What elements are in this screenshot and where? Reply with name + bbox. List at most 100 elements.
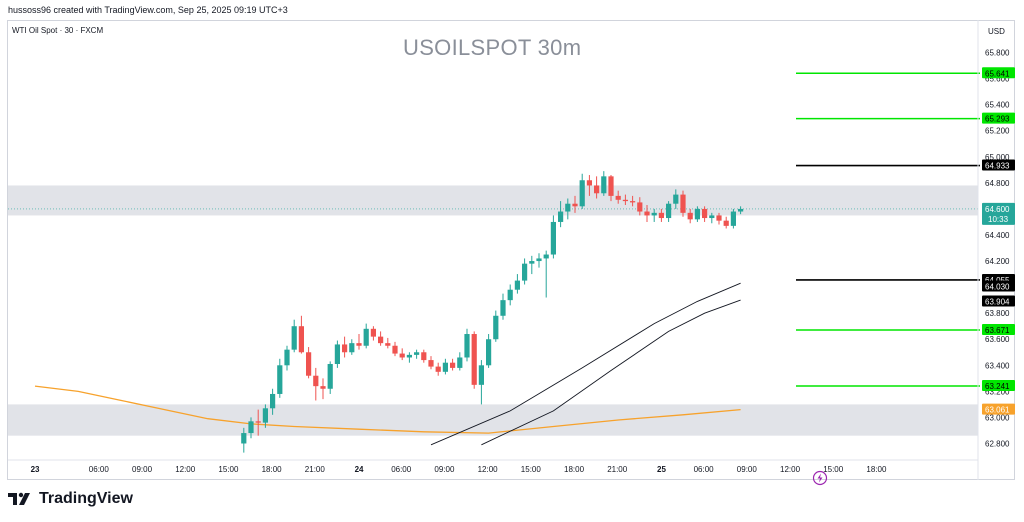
- candle-body[interactable]: [349, 343, 355, 353]
- candle-body[interactable]: [378, 336, 384, 344]
- tradingview-logo-icon: [8, 492, 30, 505]
- candle-body[interactable]: [478, 365, 484, 385]
- candle-body[interactable]: [284, 349, 290, 366]
- candle-body[interactable]: [313, 375, 319, 387]
- level-tag-bg: [982, 380, 1015, 392]
- y-tick-label: 63.600: [985, 335, 1010, 344]
- candle-body[interactable]: [370, 328, 376, 337]
- candle-body[interactable]: [673, 194, 679, 204]
- x-tick-label: 06:00: [89, 465, 110, 474]
- candle-body[interactable]: [730, 211, 736, 226]
- x-tick-label: 18:00: [564, 465, 585, 474]
- level-tag-bg: [982, 323, 1015, 335]
- candle-body[interactable]: [262, 408, 268, 423]
- candle-body[interactable]: [406, 354, 412, 358]
- candle-body[interactable]: [507, 289, 513, 301]
- header-credit: hussoss96 created with TradingView.com, …: [8, 5, 288, 15]
- x-tick-label: 18:00: [866, 465, 887, 474]
- x-tick-label: 09:00: [737, 465, 758, 474]
- x-tick-label: 15:00: [521, 465, 542, 474]
- x-tick-label: 09:00: [434, 465, 455, 474]
- ma-tag-bg: [982, 403, 1015, 415]
- candle-body[interactable]: [464, 334, 470, 358]
- trend-curve-0: [430, 282, 741, 446]
- candle-body[interactable]: [342, 344, 348, 353]
- candle-body[interactable]: [428, 360, 434, 367]
- candle-body[interactable]: [658, 212, 664, 219]
- candle-body[interactable]: [248, 421, 254, 434]
- candle-body[interactable]: [471, 334, 477, 385]
- candle-body[interactable]: [622, 199, 628, 202]
- candle-body[interactable]: [651, 212, 657, 216]
- candle-body[interactable]: [522, 263, 528, 281]
- candle-body[interactable]: [709, 215, 715, 219]
- candle-body[interactable]: [723, 220, 729, 226]
- level-tag-bg: [982, 112, 1015, 124]
- candle-body[interactable]: [363, 328, 369, 346]
- candle-body[interactable]: [241, 433, 247, 444]
- candle-body[interactable]: [716, 215, 722, 221]
- candle-body[interactable]: [558, 211, 564, 222]
- candle-body[interactable]: [435, 366, 441, 372]
- candle-body[interactable]: [442, 362, 448, 372]
- level-tag: 63.241: [985, 382, 1010, 391]
- candle-body[interactable]: [270, 393, 276, 409]
- candle-body[interactable]: [536, 258, 542, 262]
- candle-body[interactable]: [565, 203, 571, 212]
- symbol-label: WTI Oil Spot · 30 · FXCM: [12, 26, 104, 35]
- price-zone-0: [8, 185, 978, 216]
- candle-body[interactable]: [608, 176, 614, 196]
- candle-body[interactable]: [320, 386, 326, 389]
- candle-body[interactable]: [486, 339, 492, 366]
- candle-body[interactable]: [586, 180, 592, 186]
- candle-body[interactable]: [615, 195, 621, 200]
- candle-body[interactable]: [385, 343, 391, 346]
- candle-body[interactable]: [550, 221, 556, 255]
- candle-body[interactable]: [334, 344, 340, 364]
- candle-body[interactable]: [687, 212, 693, 220]
- candle-body[interactable]: [637, 202, 643, 212]
- y-tick-label: 62.800: [985, 439, 1010, 448]
- candle-body[interactable]: [702, 208, 708, 219]
- tradingview-logo[interactable]: TradingView: [8, 490, 133, 508]
- candle-body[interactable]: [356, 343, 362, 346]
- trend-curve-1: [481, 299, 741, 446]
- x-tick-label: 18:00: [262, 465, 283, 474]
- candle-body[interactable]: [457, 357, 463, 368]
- candle-body[interactable]: [529, 261, 535, 264]
- candle-body[interactable]: [738, 208, 744, 212]
- chart-title: USOILSPOT 30m: [403, 35, 582, 60]
- candle-body[interactable]: [493, 315, 499, 340]
- candle-body[interactable]: [666, 203, 672, 219]
- y-tick-label: 65.000: [985, 153, 1010, 162]
- candle-body[interactable]: [450, 362, 456, 368]
- candle-body[interactable]: [399, 353, 405, 358]
- curve-tag-bg: [982, 295, 1015, 307]
- candle-body[interactable]: [680, 194, 686, 213]
- candle-body[interactable]: [255, 421, 261, 423]
- candle-body[interactable]: [644, 211, 650, 216]
- x-tick-label: 21:00: [305, 465, 326, 474]
- candle-body[interactable]: [298, 326, 304, 353]
- candle-body[interactable]: [392, 345, 398, 354]
- candle-body[interactable]: [291, 326, 297, 350]
- candle-body[interactable]: [327, 363, 333, 389]
- candle-body[interactable]: [601, 176, 607, 194]
- candle-body[interactable]: [579, 180, 585, 207]
- candle-body[interactable]: [500, 300, 506, 316]
- candle-body[interactable]: [414, 352, 420, 355]
- candle-body[interactable]: [421, 352, 427, 361]
- y-tick-label: 65.600: [985, 75, 1010, 84]
- candle-body[interactable]: [630, 201, 636, 203]
- candle-body[interactable]: [572, 203, 578, 207]
- candle-body[interactable]: [514, 280, 520, 290]
- level-tag-bg: [982, 67, 1015, 79]
- candle-body[interactable]: [594, 185, 600, 194]
- lightning-icon[interactable]: [812, 470, 828, 486]
- candle-body[interactable]: [543, 254, 549, 259]
- level-tag: 63.671: [985, 326, 1010, 335]
- candle-body[interactable]: [694, 208, 700, 220]
- candle-body[interactable]: [306, 352, 312, 376]
- candle-body[interactable]: [277, 365, 283, 394]
